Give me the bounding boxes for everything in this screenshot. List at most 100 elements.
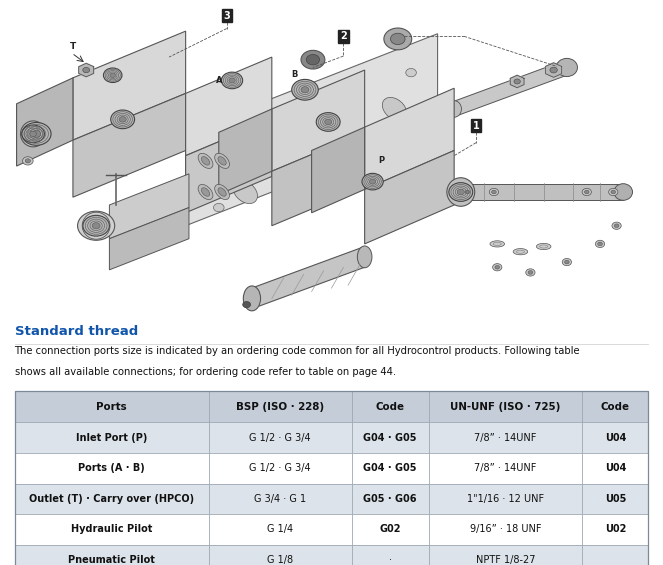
Text: 9/16” · 18 UNF: 9/16” · 18 UNF <box>470 524 541 534</box>
Text: U04: U04 <box>605 463 626 473</box>
Text: G04 · G05: G04 · G05 <box>363 433 417 442</box>
Polygon shape <box>365 150 454 244</box>
Text: U05: U05 <box>605 494 626 504</box>
Circle shape <box>493 264 502 271</box>
Circle shape <box>465 190 469 194</box>
Text: Outlet (T) · Carry over (HPCO): Outlet (T) · Carry over (HPCO) <box>29 494 194 504</box>
FancyBboxPatch shape <box>428 453 583 484</box>
Text: G 1/2 · G 3/4: G 1/2 · G 3/4 <box>249 433 311 442</box>
Polygon shape <box>454 184 623 200</box>
FancyBboxPatch shape <box>583 453 648 484</box>
Circle shape <box>582 188 591 195</box>
Text: Ports: Ports <box>96 402 127 412</box>
Circle shape <box>92 223 100 229</box>
Circle shape <box>110 73 115 77</box>
Ellipse shape <box>339 144 363 167</box>
Text: G 1/4: G 1/4 <box>267 524 293 534</box>
Ellipse shape <box>286 162 310 185</box>
Circle shape <box>514 79 520 84</box>
Circle shape <box>221 72 243 89</box>
Polygon shape <box>272 70 365 171</box>
Circle shape <box>243 302 251 308</box>
Ellipse shape <box>233 147 257 170</box>
FancyBboxPatch shape <box>583 484 648 514</box>
Text: UN-UNF (ISO · 725): UN-UNF (ISO · 725) <box>450 402 561 412</box>
Text: U04: U04 <box>605 433 626 442</box>
FancyBboxPatch shape <box>351 514 428 545</box>
Ellipse shape <box>218 157 226 165</box>
Ellipse shape <box>215 153 229 168</box>
Circle shape <box>612 222 621 229</box>
Circle shape <box>492 190 496 194</box>
Ellipse shape <box>286 129 310 151</box>
Circle shape <box>301 50 325 69</box>
FancyBboxPatch shape <box>15 484 209 514</box>
Ellipse shape <box>202 157 210 165</box>
Ellipse shape <box>357 246 372 268</box>
Ellipse shape <box>447 178 475 206</box>
Circle shape <box>22 125 44 143</box>
FancyBboxPatch shape <box>583 422 648 453</box>
Ellipse shape <box>383 129 406 151</box>
Circle shape <box>595 240 605 247</box>
Circle shape <box>306 54 320 65</box>
FancyBboxPatch shape <box>209 484 351 514</box>
Circle shape <box>362 173 383 190</box>
Text: G04 · G05: G04 · G05 <box>363 463 417 473</box>
Polygon shape <box>511 75 524 88</box>
Ellipse shape <box>218 188 226 196</box>
Circle shape <box>229 78 235 83</box>
FancyBboxPatch shape <box>209 391 351 422</box>
Circle shape <box>369 179 376 184</box>
Text: The connection ports size is indicated by an ordering code common for all Hydroc: The connection ports size is indicated b… <box>15 346 580 356</box>
Circle shape <box>32 131 41 137</box>
Polygon shape <box>272 132 365 226</box>
Ellipse shape <box>198 184 213 199</box>
Text: A: A <box>215 76 222 85</box>
FancyBboxPatch shape <box>583 514 648 545</box>
FancyBboxPatch shape <box>583 545 648 565</box>
FancyBboxPatch shape <box>351 545 428 565</box>
Text: G 3/4 · G 1: G 3/4 · G 1 <box>254 494 306 504</box>
Ellipse shape <box>202 188 210 196</box>
Circle shape <box>207 105 217 113</box>
Circle shape <box>325 119 332 125</box>
Polygon shape <box>17 78 73 166</box>
FancyBboxPatch shape <box>351 484 428 514</box>
Circle shape <box>463 188 472 195</box>
Polygon shape <box>186 119 272 213</box>
Ellipse shape <box>233 180 257 203</box>
Circle shape <box>119 116 126 122</box>
Ellipse shape <box>447 101 461 118</box>
Polygon shape <box>186 34 438 226</box>
Circle shape <box>562 258 572 266</box>
FancyBboxPatch shape <box>351 391 428 422</box>
Text: ·: · <box>389 555 392 565</box>
Text: 7/8” · 14UNF: 7/8” · 14UNF <box>474 433 537 442</box>
Ellipse shape <box>513 249 528 255</box>
Text: G 1/2 · G 3/4: G 1/2 · G 3/4 <box>249 463 311 473</box>
Text: Hydraulic Pilot: Hydraulic Pilot <box>71 524 152 534</box>
Polygon shape <box>454 60 567 117</box>
Circle shape <box>292 80 318 100</box>
FancyBboxPatch shape <box>15 391 209 422</box>
Text: 7/8” · 14UNF: 7/8” · 14UNF <box>474 463 537 473</box>
Text: BSP (ISO · 228): BSP (ISO · 228) <box>236 402 324 412</box>
Text: Ports (A · B): Ports (A · B) <box>78 463 145 473</box>
Circle shape <box>585 190 589 194</box>
FancyBboxPatch shape <box>428 514 583 545</box>
FancyBboxPatch shape <box>351 453 428 484</box>
Polygon shape <box>109 174 189 238</box>
Polygon shape <box>186 57 272 156</box>
Polygon shape <box>79 63 93 77</box>
FancyBboxPatch shape <box>428 484 583 514</box>
Circle shape <box>316 112 340 131</box>
Polygon shape <box>365 88 454 189</box>
Polygon shape <box>109 207 189 270</box>
Circle shape <box>406 68 416 77</box>
FancyBboxPatch shape <box>209 453 351 484</box>
Circle shape <box>528 271 533 274</box>
Circle shape <box>384 28 412 50</box>
Text: shows all available connections; for ordering code refer to table on page 44.: shows all available connections; for ord… <box>15 367 396 377</box>
Circle shape <box>526 269 535 276</box>
